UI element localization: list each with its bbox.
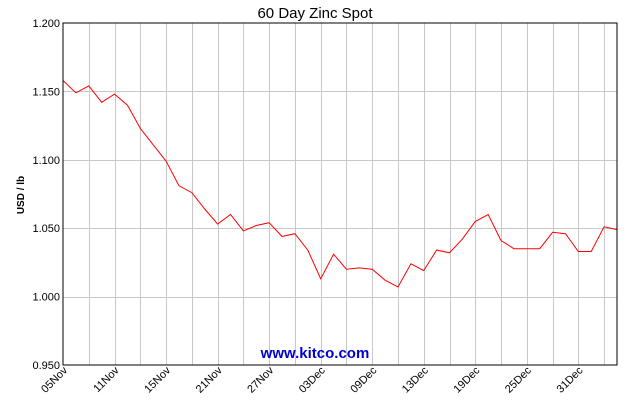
y-tick-label: 0.950	[32, 360, 60, 372]
x-tick-labels: 05Nov 11Nov 15Nov 21Nov 27Nov 03Dec 09Dec 13Dec…	[39, 364, 586, 395]
x-tick-label: 03Dec	[297, 364, 328, 395]
x-tick-label: 31Dec	[555, 364, 586, 395]
y-tick-labels: 0.950 1.000 1.050 1.100 1.150 1.200	[32, 18, 60, 372]
x-tick-label: 21Nov	[194, 364, 225, 395]
x-tick-label: 13Dec	[400, 364, 431, 395]
chart-title: 60 Day Zinc Spot	[257, 5, 373, 22]
series-line	[62, 80, 618, 288]
x-tick-label: 25Dec	[503, 364, 534, 395]
x-tick-label: 15Nov	[142, 364, 173, 395]
plot-frame	[62, 22, 618, 366]
grid-lines	[63, 23, 617, 365]
x-tick-label: 11Nov	[91, 364, 122, 395]
x-tick-label: 09Dec	[348, 364, 379, 395]
y-tick-label: 1.150	[32, 86, 60, 98]
y-axis-label: USD / lb	[16, 176, 27, 214]
watermark-text: www.kitco.com	[260, 345, 370, 362]
y-tick-label: 1.100	[32, 155, 60, 167]
x-tick-label: 27Nov	[245, 364, 276, 395]
y-tick-label: 1.050	[32, 223, 60, 235]
x-tick-label: 19Dec	[451, 364, 482, 395]
y-tick-label: 1.200	[32, 18, 60, 30]
y-tick-label: 1.000	[32, 292, 60, 304]
